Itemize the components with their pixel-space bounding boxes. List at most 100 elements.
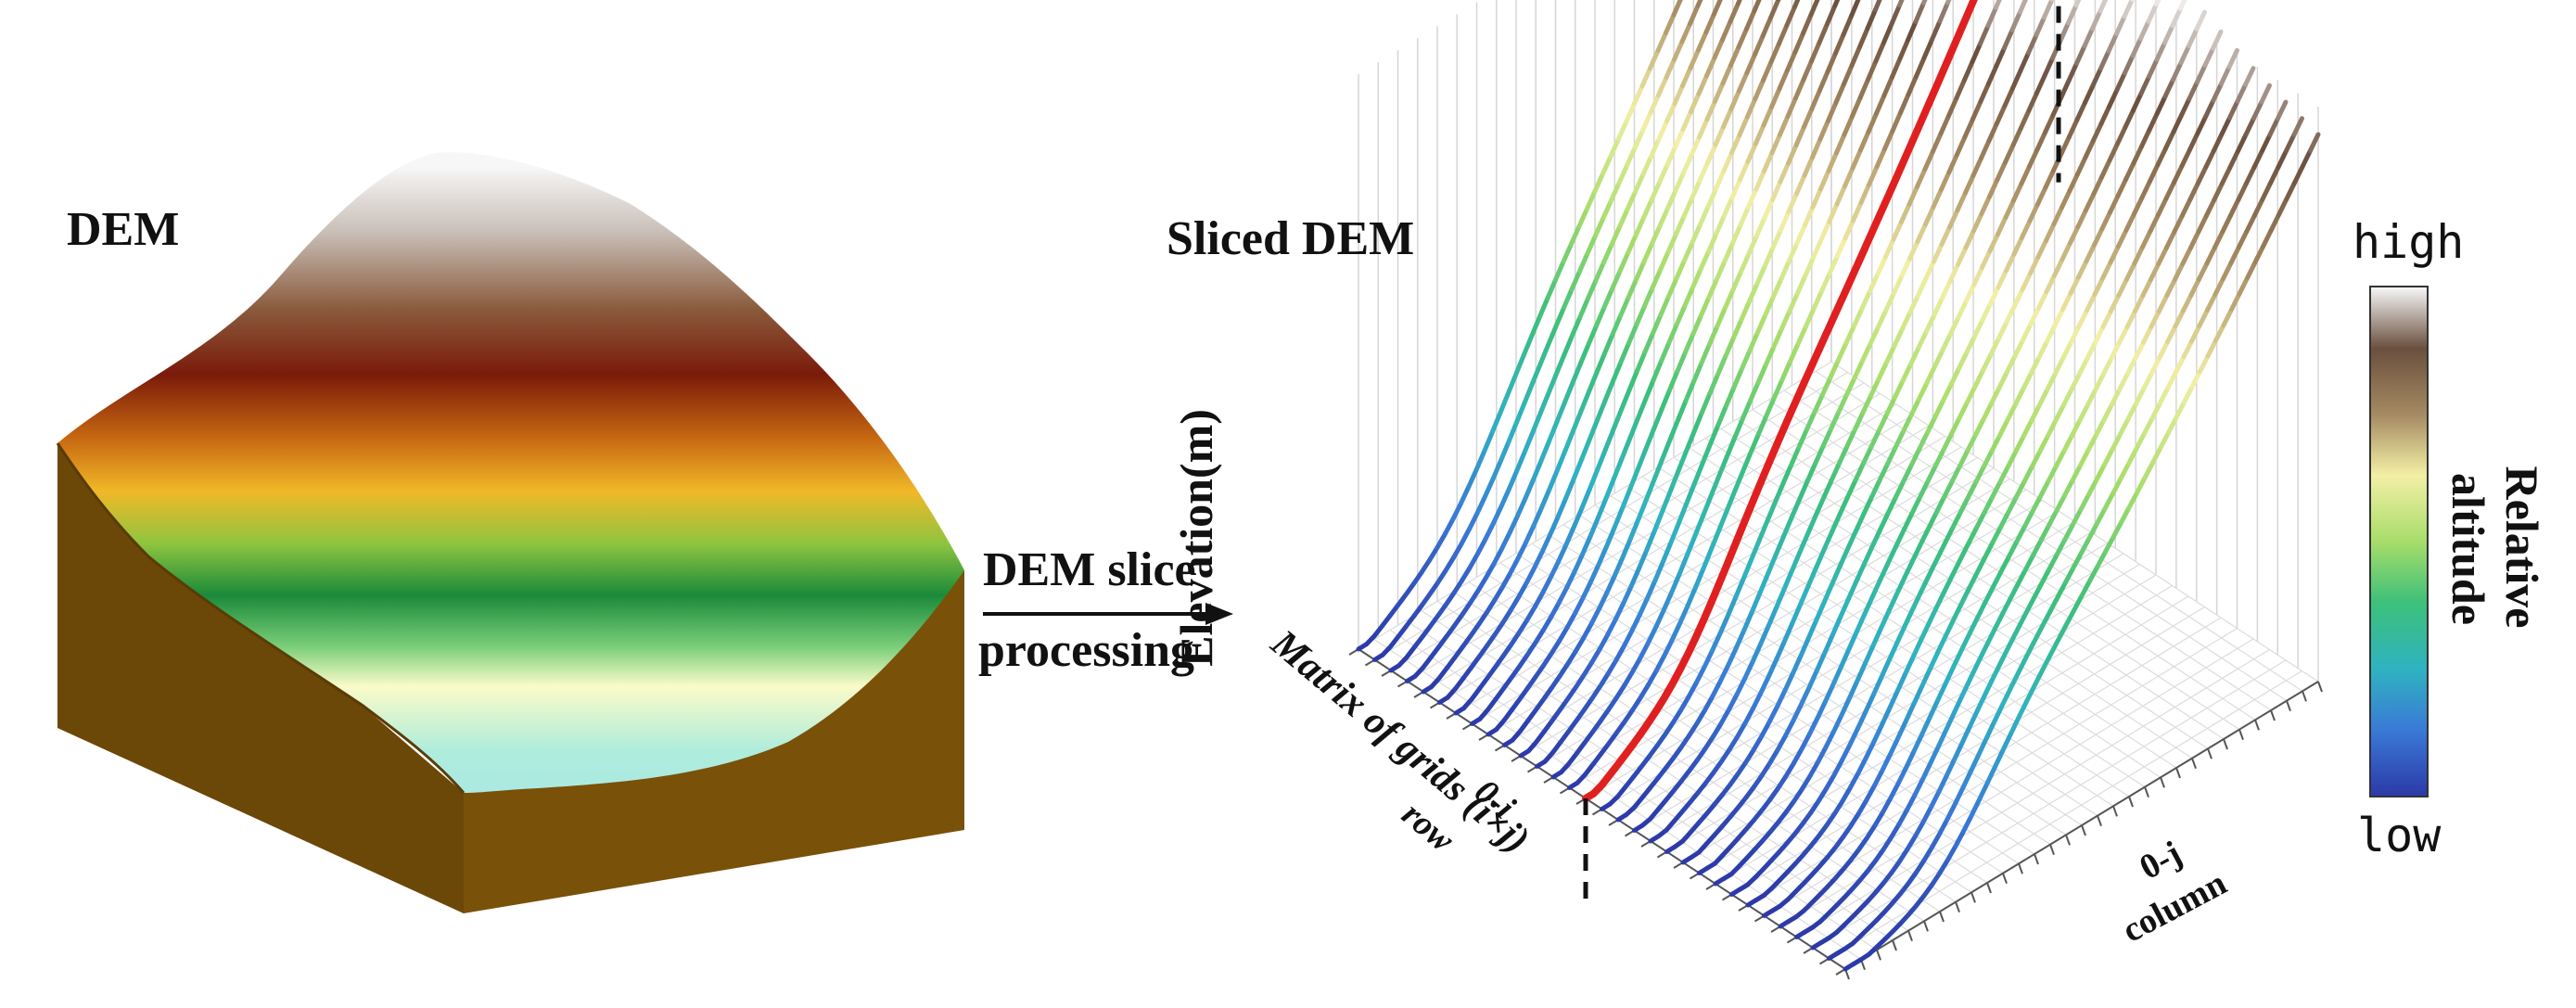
slice-segment <box>1881 835 1894 852</box>
slice-segment <box>1677 603 1690 626</box>
slice-segment <box>1517 652 1530 670</box>
slice-segment <box>1830 563 1843 586</box>
slice-segment <box>1698 249 1711 272</box>
slice-segment <box>1702 648 1715 670</box>
slice-segment <box>1846 579 1859 602</box>
slice-segment <box>1546 324 1559 348</box>
slice-segment <box>1919 667 1932 689</box>
slice-segment <box>1435 531 1447 550</box>
slice-segment <box>1868 427 1881 450</box>
slice-segment <box>1897 0 1905 8</box>
slice-segment <box>2098 48 2111 71</box>
slice-segment <box>1522 333 1535 357</box>
slice-segment <box>1735 721 1748 740</box>
slice-segment <box>1899 256 1912 278</box>
slice-segment <box>1786 191 1799 214</box>
slice-segment <box>1746 186 1759 210</box>
slice-segment <box>1506 371 1519 396</box>
slice-segment <box>1690 222 1702 246</box>
slice-segment <box>1839 646 1852 670</box>
slice-segment <box>1919 620 1932 642</box>
slice-segment <box>1792 31 1805 55</box>
slice-segment <box>2139 127 2152 149</box>
slice-segment <box>1958 448 1970 469</box>
slice-segment <box>1906 184 1919 207</box>
slice-segment <box>1753 33 1766 57</box>
slice-segment <box>2062 522 2075 542</box>
slice-segment <box>1629 656 1642 675</box>
slice-segment <box>1702 694 1715 713</box>
slice-segment <box>2148 162 2161 184</box>
slice-segment <box>2031 581 2044 602</box>
slice-segment <box>1795 273 1808 296</box>
slice-segment <box>1793 124 1806 148</box>
slice-segment <box>1782 620 1795 644</box>
slice-segment <box>2094 462 2107 482</box>
slice-segment <box>1858 182 1871 206</box>
slice-segment <box>1964 334 1977 355</box>
slice-segment <box>1537 342 1550 367</box>
slice-segment <box>1863 643 1876 666</box>
slice-segment <box>2187 26 2200 49</box>
slice-segment <box>1861 494 1874 517</box>
slice-segment <box>1984 719 1997 741</box>
slice-segment <box>1611 407 1624 432</box>
slice-segment <box>1845 528 1858 551</box>
slice-segment <box>1727 734 1740 752</box>
slice-segment <box>1611 359 1624 384</box>
slice-segment <box>1816 745 1829 765</box>
slice-segment <box>2009 715 2021 736</box>
slice-segment <box>1532 549 1545 571</box>
slice-segment <box>1791 653 1804 676</box>
slice-segment <box>2047 637 2060 657</box>
slice-segment <box>2276 99 2289 121</box>
slice-segment <box>1657 206 1670 229</box>
slice-segment <box>1905 834 1918 852</box>
slice-segment <box>1966 479 1979 500</box>
slice-segment <box>1633 172 1646 195</box>
slice-segment <box>2211 29 2224 51</box>
slice-segment <box>1618 340 1631 364</box>
slice-segment <box>1949 464 1962 484</box>
slice-segment <box>2083 138 2096 160</box>
slice-segment <box>1900 310 1913 332</box>
slice-segment <box>1817 118 1830 142</box>
slice-segment <box>1466 466 1479 490</box>
slice-segment <box>1806 617 1819 641</box>
slice-segment <box>2023 639 2036 660</box>
slice-segment <box>1860 393 1873 415</box>
slice-segment <box>1908 396 1921 418</box>
slice-segment <box>2212 132 2225 153</box>
slice-segment <box>2026 90 2039 113</box>
slice-segment <box>2060 240 2072 262</box>
slice-segment <box>2158 430 2171 451</box>
slice-segment <box>1712 37 1725 60</box>
slice-segment <box>2172 212 2185 235</box>
slice-segment <box>1538 390 1551 415</box>
slice-segment <box>2047 508 2060 529</box>
slice-segment <box>2028 305 2041 326</box>
slice-segment <box>2148 212 2161 234</box>
slice-segment <box>1958 541 1971 561</box>
slice-segment <box>1644 528 1657 553</box>
slice-segment <box>1872 768 1885 788</box>
slice-segment <box>1664 12 1677 35</box>
slice-segment <box>1548 559 1561 581</box>
slice-segment <box>1622 670 1635 689</box>
slice-segment <box>1592 171 1605 194</box>
slice-segment <box>1514 449 1527 473</box>
column-tick <box>1923 920 1929 932</box>
slice-segment <box>1484 598 1497 616</box>
slice-segment <box>1792 746 1804 766</box>
slice-segment <box>1857 26 1870 50</box>
slice-segment <box>1834 132 1847 156</box>
slice-segment <box>1837 443 1850 466</box>
slice-segment <box>1687 721 1700 738</box>
slice-segment <box>1889 822 1902 840</box>
slice-segment <box>1831 712 1844 734</box>
slice-segment <box>1739 251 1752 274</box>
slice-segment <box>1783 760 1796 779</box>
slice-segment <box>1655 30 1668 54</box>
slice-segment <box>1781 515 1794 539</box>
